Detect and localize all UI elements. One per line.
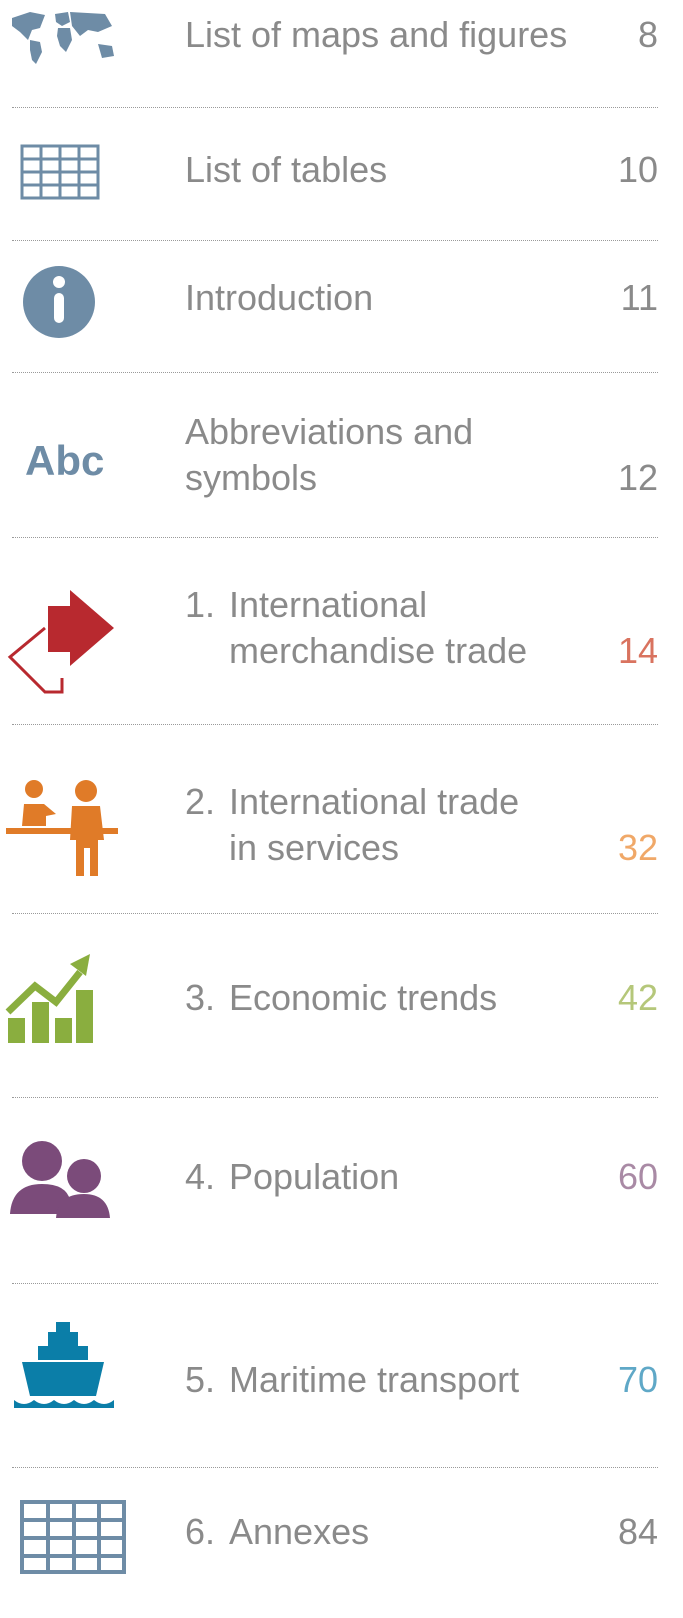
separator: [12, 537, 658, 538]
population-icon: [10, 1141, 110, 1218]
separator: [12, 240, 658, 241]
separator: [12, 372, 658, 373]
entry-page: 60: [617, 1156, 658, 1197]
entry-page: 84: [617, 1511, 658, 1552]
entry-number: 3.: [185, 977, 216, 1018]
ship-icon: [14, 1322, 114, 1408]
annex-table-icon: [20, 1500, 126, 1574]
entry-page: 42: [617, 977, 658, 1018]
services-icon: [6, 780, 118, 876]
entry-page: 14: [617, 630, 658, 671]
entry-title: International trade: [229, 781, 520, 822]
info-icon: [23, 266, 95, 338]
world-map-icon: [12, 12, 114, 64]
entry-page: 32: [617, 827, 658, 868]
entry-page: 8: [637, 14, 658, 55]
economy-icon: [5, 954, 93, 1043]
separator: [12, 107, 658, 108]
separator: [12, 724, 658, 725]
table-icon: [20, 144, 100, 200]
entry-number: 4.: [185, 1156, 216, 1197]
separator: [12, 1283, 658, 1284]
entry-title: List of tables: [185, 149, 388, 190]
entry-number: 1.: [185, 584, 216, 625]
entry-title: Population: [229, 1156, 400, 1197]
entry-title: symbols: [185, 457, 318, 498]
entry-page: 11: [620, 277, 658, 318]
entry-number: 6.: [185, 1511, 216, 1552]
entry-number: 5.: [185, 1359, 216, 1400]
entry-page: 70: [617, 1359, 658, 1400]
entry-title: Abbreviations and: [185, 411, 474, 452]
entry-page: 12: [617, 457, 658, 498]
entry-title: Introduction: [185, 277, 374, 318]
trade-icon: [7, 590, 114, 694]
separator: [12, 1467, 658, 1468]
entry-title: merchandise trade: [229, 630, 528, 671]
entry-title: Annexes: [229, 1511, 370, 1552]
entry-title: International: [229, 584, 428, 625]
separator: [12, 913, 658, 914]
entry-number: 2.: [185, 781, 216, 822]
abc-icon: Abc: [25, 437, 104, 484]
entry-title: Economic trends: [229, 977, 498, 1018]
entry-page: 10: [617, 149, 658, 190]
entry-title: List of maps and figures: [185, 14, 568, 55]
separator: [12, 1097, 658, 1098]
entry-title: in services: [229, 827, 400, 868]
entry-title: Maritime transport: [229, 1359, 520, 1400]
